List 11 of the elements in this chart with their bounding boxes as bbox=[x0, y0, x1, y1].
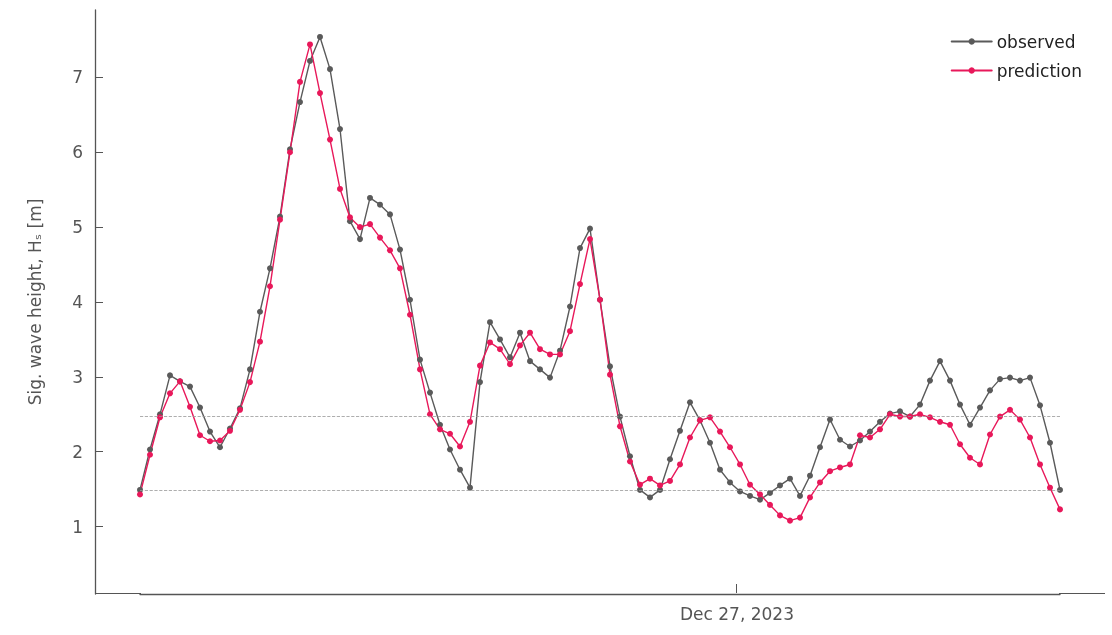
y-tick-label: 4 bbox=[72, 292, 83, 312]
y-tick-label: 7 bbox=[72, 67, 83, 88]
y-tick-label: 1 bbox=[72, 516, 83, 537]
text: Dec 27, 2023 bbox=[679, 604, 795, 624]
y-tick-label: 2 bbox=[72, 441, 83, 462]
y-axis-title: Sig. wave height, Hₛ [m] bbox=[24, 198, 45, 406]
legend-label: observed bbox=[996, 31, 1076, 52]
y-tick-label: 6 bbox=[72, 142, 83, 163]
y-tick-label: 3 bbox=[72, 366, 83, 387]
legend-label: prediction bbox=[996, 60, 1083, 81]
y-tick-label: 5 bbox=[72, 217, 83, 238]
